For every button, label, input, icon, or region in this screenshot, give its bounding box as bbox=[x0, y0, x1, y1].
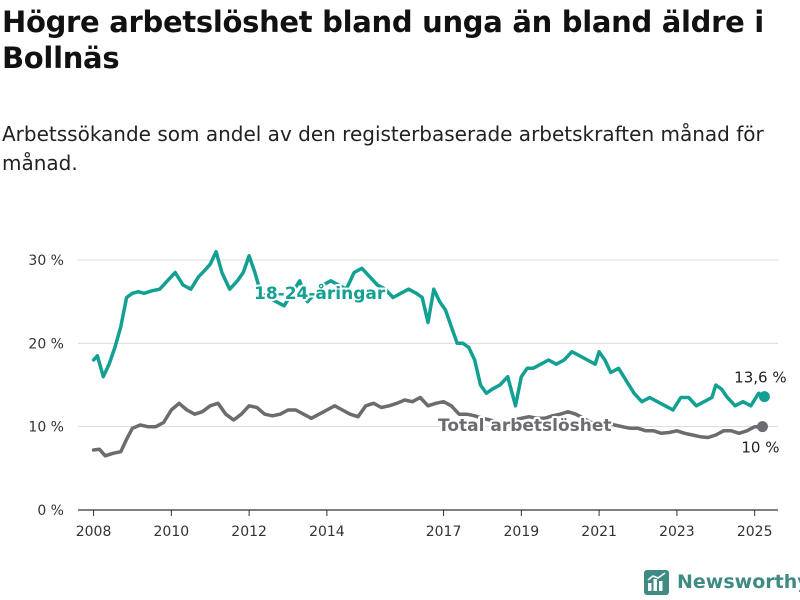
series-label-total: Total arbetslöshet bbox=[438, 416, 612, 436]
x-tick-label: 2012 bbox=[231, 524, 267, 540]
newsworthy-logo-icon bbox=[644, 570, 669, 595]
y-tick-label: 0 % bbox=[37, 503, 64, 519]
series-labels: 18-24-åringar Total arbetslöshet 13,6 % 10 … bbox=[252, 280, 789, 459]
x-tick-label: 2014 bbox=[309, 524, 345, 540]
series-lines bbox=[91, 249, 770, 458]
x-tick-label: 2017 bbox=[426, 524, 462, 540]
y-tick-label: 30 % bbox=[28, 253, 64, 269]
x-tick-label: 2025 bbox=[737, 524, 773, 540]
x-tick-label: 2008 bbox=[76, 524, 112, 540]
end-point-total bbox=[756, 421, 768, 433]
chart-title: Högre arbetslöshet bland unga än bland ä… bbox=[2, 5, 764, 75]
series-label-18-24: 18-24-åringar bbox=[254, 282, 386, 304]
end-label-18-24: 13,6 % bbox=[734, 369, 786, 387]
newsworthy-logo: Newsworthy bbox=[644, 569, 800, 599]
x-axis: 2008 2010 2012 2014 2017 2019 2021 2023 2025 bbox=[76, 510, 773, 540]
x-tick-label: 2021 bbox=[581, 524, 617, 540]
y-axis-labels: 0 % 10 % 20 % 30 % bbox=[28, 253, 64, 519]
end-point-18-24 bbox=[758, 391, 770, 403]
end-label-total: 10 % bbox=[741, 439, 779, 457]
x-tick-label: 2010 bbox=[154, 524, 190, 540]
x-tick-label: 2023 bbox=[659, 524, 695, 540]
series-line-18-24 bbox=[91, 249, 767, 412]
series-line-total bbox=[91, 395, 765, 458]
brand-name: Newsworthy bbox=[677, 571, 800, 593]
y-tick-label: 20 % bbox=[28, 336, 64, 352]
x-tick-label: 2019 bbox=[504, 524, 540, 540]
chart-subtitle: Arbetssökande som andel av den registerb… bbox=[2, 122, 764, 175]
y-tick-label: 10 % bbox=[28, 420, 64, 436]
y-gridlines bbox=[78, 259, 778, 511]
